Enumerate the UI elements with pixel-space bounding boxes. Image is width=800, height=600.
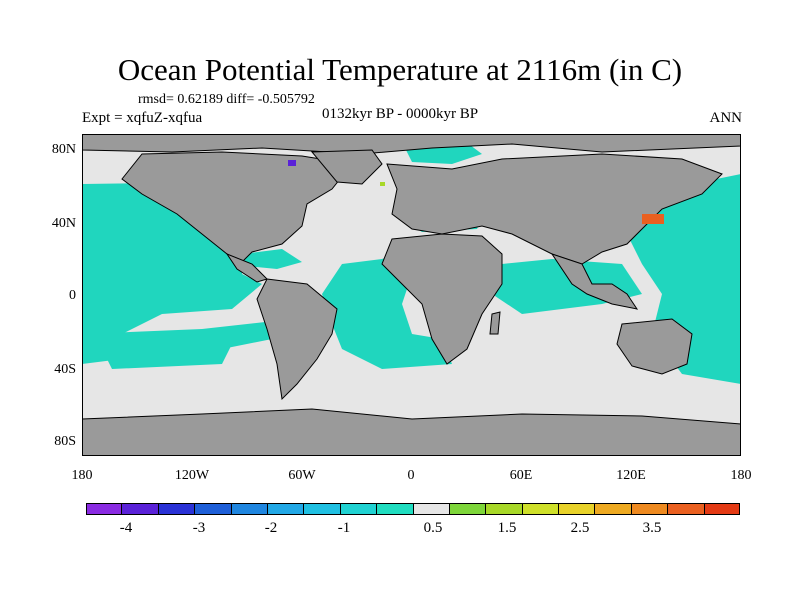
colorbar-cell-3 [195, 503, 232, 515]
colorbar-cell-16 [668, 503, 705, 515]
colorbar-cell-10 [449, 503, 487, 515]
lon-label-120w: 120W [174, 468, 210, 483]
central-america [225, 252, 268, 283]
lon-label-0: 0 [407, 468, 415, 483]
land-masses [82, 134, 741, 456]
colorbar-cell-7 [340, 503, 378, 515]
colorbar-cell-9 [413, 503, 450, 515]
lat-label-40s: 40S [54, 362, 76, 377]
colorbar-label-minus3: -3 [192, 520, 206, 536]
colorbar-cell-8 [377, 503, 414, 515]
eurasia [386, 153, 723, 265]
colorbar-cell-1 [122, 503, 159, 515]
colorbar-label-minus1: -1 [337, 520, 351, 536]
lon-label-60e: 60E [509, 468, 533, 483]
hudson-cold-patch [288, 160, 296, 166]
colorbar-label-3-5: 3.5 [642, 520, 662, 536]
africa [381, 233, 503, 365]
colorbar-cell-12 [522, 503, 560, 515]
gulf-anomaly [242, 249, 302, 269]
stats-label: rmsd= 0.62189 diff= -0.505792 [138, 92, 315, 107]
period-label: 0132kyr BP - 0000kyr BP [322, 106, 479, 122]
madagascar [489, 311, 501, 335]
colorbar-cell-14 [595, 503, 632, 515]
colorbar-cell-2 [158, 503, 196, 515]
lat-label-0: 0 [69, 288, 76, 303]
colorbar [86, 503, 741, 515]
colorbar-cell-17 [704, 503, 741, 515]
colorbar-label-minus4: -4 [119, 520, 133, 536]
season-label: ANN [709, 110, 743, 126]
lon-label-60w: 60W [288, 468, 316, 483]
world-map [82, 134, 741, 456]
colorbar-cell-15 [631, 503, 669, 515]
plot-title: Ocean Potential Temperature at 2116m (in… [117, 52, 683, 87]
colorbar-cell-5 [267, 503, 305, 515]
south-america [256, 278, 338, 401]
north-atlantic-green-patch [380, 182, 385, 186]
west-pacific-anomaly [622, 174, 741, 384]
atlantic-anomaly [322, 244, 452, 369]
colorbar-cell-0 [86, 503, 123, 515]
lat-label-80n: 80N [51, 142, 76, 157]
antarctica [82, 408, 741, 456]
colorbar-cell-11 [486, 503, 523, 515]
japan-warm-patch [642, 214, 664, 224]
experiment-label: Expt = xqfuZ-xqfua [82, 110, 203, 126]
map-frame [82, 134, 741, 456]
lon-label-180w: 180 [71, 468, 93, 483]
colorbar-label-minus2: -2 [264, 520, 278, 536]
australia [616, 318, 693, 375]
arctic-ice-land [82, 134, 741, 155]
lon-label-180e: 180 [730, 468, 752, 483]
lat-label-40n: 40N [51, 216, 76, 231]
colorbar-cell-6 [304, 503, 341, 515]
greenland [310, 149, 383, 185]
east-pacific-strip [102, 344, 232, 369]
colorbar-cell-13 [559, 503, 596, 515]
colorbar-label-0-5: 0.5 [423, 520, 443, 536]
colorbar-label-2-5: 2.5 [570, 520, 590, 536]
lon-label-120e: 120E [616, 468, 646, 483]
lat-label-80s: 80S [54, 434, 76, 449]
colorbar-label-1-5: 1.5 [497, 520, 517, 536]
india-se-asia [550, 253, 639, 310]
colorbar-cell-4 [231, 503, 268, 515]
